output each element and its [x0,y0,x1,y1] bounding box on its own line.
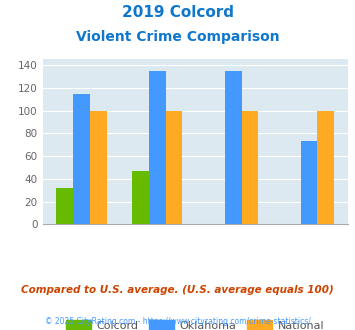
Bar [73,93,90,224]
Bar [56,188,73,224]
Text: Compared to U.S. average. (U.S. average equals 100): Compared to U.S. average. (U.S. average … [21,285,334,295]
Text: Violent Crime Comparison: Violent Crime Comparison [76,30,279,44]
Bar [317,111,334,224]
Legend: Colcord, Oklahoma, National: Colcord, Oklahoma, National [62,316,329,330]
Bar [241,111,258,224]
Text: 2019 Colcord: 2019 Colcord [121,5,234,20]
Bar [132,171,149,224]
Bar [149,71,166,224]
Bar [301,141,317,224]
Text: © 2025 CityRating.com - https://www.cityrating.com/crime-statistics/: © 2025 CityRating.com - https://www.city… [45,317,310,326]
Bar [90,111,106,224]
Bar [225,71,241,224]
Bar [166,111,182,224]
